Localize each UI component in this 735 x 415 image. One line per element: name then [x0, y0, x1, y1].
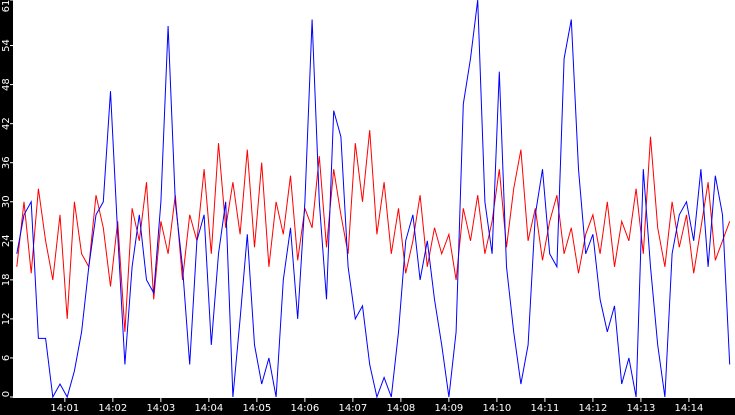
y-tick-label: 36: [1, 156, 12, 169]
x-axis-band: [0, 398, 735, 415]
x-tick-label: 14:08: [386, 403, 415, 414]
x-tick-label: 14:04: [194, 403, 223, 414]
x-tick-label: 14:09: [434, 403, 463, 414]
x-tick-label: 14:02: [98, 403, 127, 414]
x-tick-label: 14:06: [290, 403, 319, 414]
x-tick-label: 14:12: [578, 403, 607, 414]
y-tick-label: 24: [1, 234, 12, 247]
series-line: [16, 130, 731, 332]
y-tick-label: 30: [1, 195, 12, 208]
y-tick-label: 12: [1, 313, 12, 326]
x-tick-label: 14:01: [50, 403, 79, 414]
y-tick-label: 18: [1, 273, 12, 286]
x-tick-label: 14:07: [338, 403, 367, 414]
y-tick-label: 0: [1, 391, 12, 397]
y-tick-label: 6: [1, 355, 12, 361]
y-tick-label: 54: [1, 39, 12, 52]
y-axis-band: [0, 0, 13, 415]
x-tick-label: 14:13: [626, 403, 655, 414]
x-tick-label: 14:03: [146, 403, 175, 414]
x-tick-label: 14:11: [530, 403, 559, 414]
y-tick-label: 48: [1, 78, 12, 91]
y-tick-label: 61: [1, 0, 12, 12]
series-line: [16, 0, 731, 399]
x-tick-label: 14:14: [675, 403, 704, 414]
x-tick-label: 14:10: [482, 403, 511, 414]
x-tick-label: 14:05: [242, 403, 271, 414]
y-tick-label: 42: [1, 117, 12, 130]
